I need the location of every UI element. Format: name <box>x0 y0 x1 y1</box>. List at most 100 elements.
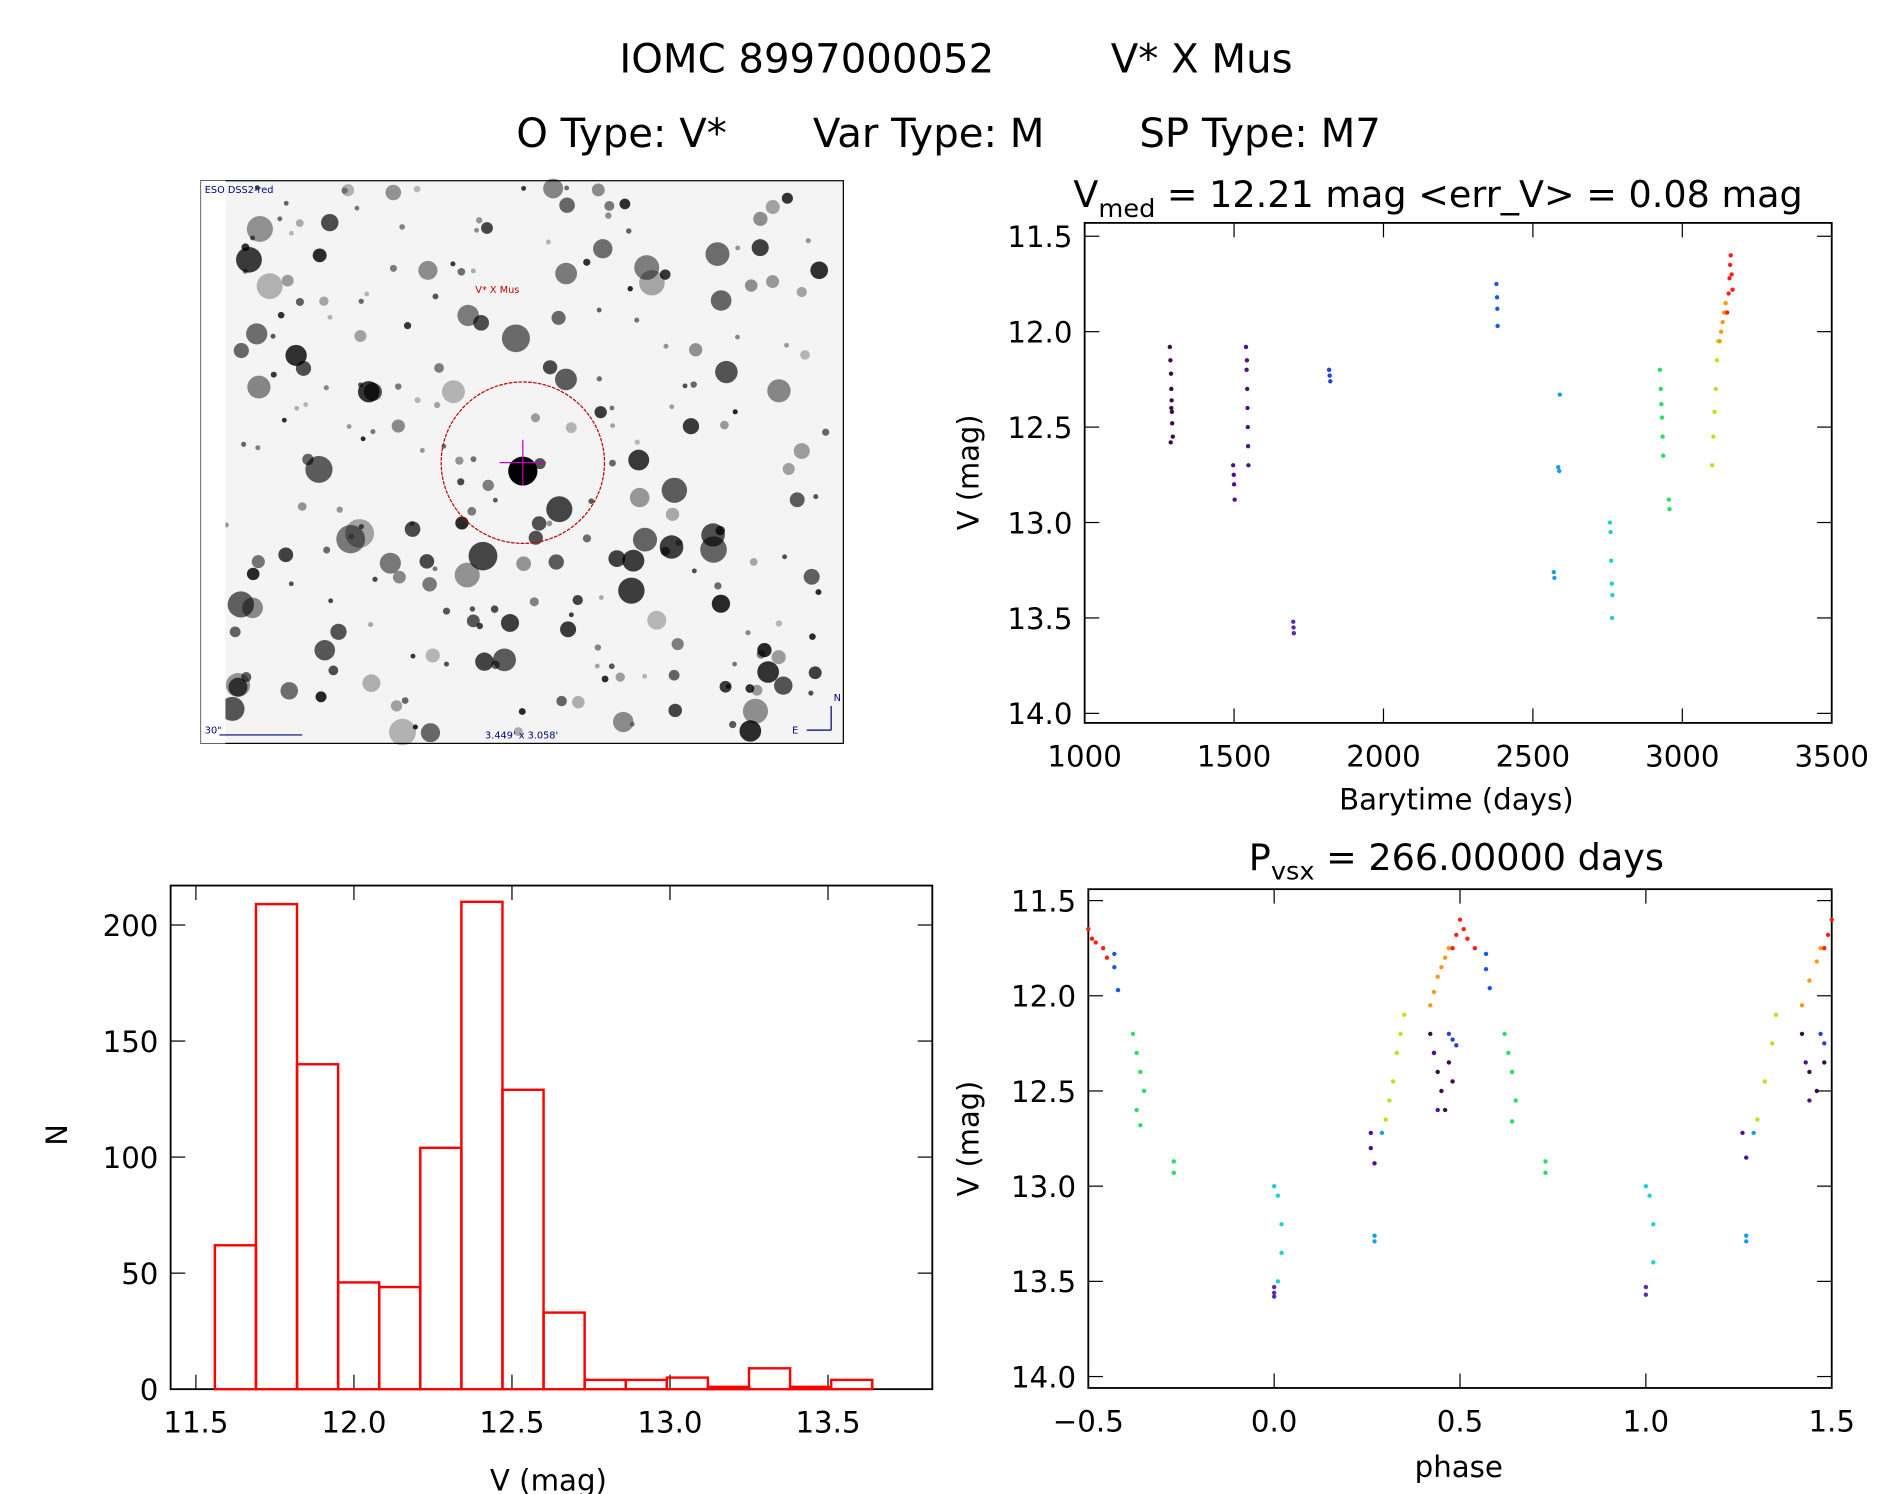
star <box>751 239 769 257</box>
star <box>392 570 406 584</box>
data-point <box>1394 1050 1400 1056</box>
star <box>735 334 740 340</box>
star <box>295 297 304 306</box>
data-point <box>1822 1060 1827 1065</box>
star <box>555 262 578 285</box>
title-sub: med <box>1098 193 1155 223</box>
star <box>622 549 645 572</box>
data-point <box>1138 1123 1143 1128</box>
star <box>619 198 631 210</box>
star <box>297 502 307 511</box>
star <box>518 708 526 715</box>
obj-type: O Type: V* <box>516 111 727 157</box>
data-point <box>1431 989 1437 995</box>
data-point <box>1803 1060 1808 1065</box>
star <box>805 238 811 244</box>
data-point <box>1446 1060 1452 1065</box>
star <box>757 643 772 658</box>
data-point <box>1450 1037 1455 1042</box>
data-point <box>1450 1079 1455 1084</box>
star <box>482 479 494 492</box>
data-point <box>1822 946 1827 951</box>
star <box>389 264 397 272</box>
star <box>531 516 547 531</box>
star <box>634 439 640 445</box>
star <box>246 216 273 242</box>
data-point <box>1495 323 1500 329</box>
y-tick-label: 150 <box>103 1025 159 1059</box>
star <box>410 653 416 659</box>
data-point <box>1502 1031 1507 1037</box>
star <box>546 496 573 523</box>
star <box>455 456 464 465</box>
data-point <box>1141 1088 1147 1094</box>
data-point <box>1245 424 1251 430</box>
star <box>501 324 530 353</box>
y-tick-label: 12.5 <box>1011 1075 1076 1109</box>
data-point <box>1728 253 1733 258</box>
star <box>420 723 441 743</box>
star <box>555 368 577 391</box>
data-point <box>1465 936 1470 941</box>
data-point <box>1454 1043 1459 1048</box>
data-point <box>1472 946 1478 951</box>
data-point <box>1428 1003 1433 1008</box>
histogram-bar <box>665 1376 710 1391</box>
data-point <box>1439 965 1444 970</box>
data-point <box>1093 940 1098 945</box>
x-tick-label: 2000 <box>1346 739 1420 773</box>
histogram-bar <box>501 1088 545 1391</box>
data-point <box>1168 358 1173 363</box>
star <box>582 534 592 543</box>
star <box>627 286 633 292</box>
star <box>418 260 438 280</box>
star <box>744 279 758 292</box>
star <box>810 261 829 280</box>
data-point <box>1402 1012 1407 1017</box>
data-point <box>1454 932 1459 938</box>
star <box>767 379 791 403</box>
data-point <box>1730 287 1735 292</box>
histogram-bar <box>788 1385 833 1391</box>
x-tick-label: 13.0 <box>637 1406 702 1440</box>
data-point <box>1271 1183 1277 1189</box>
data-point <box>1279 1250 1284 1255</box>
data-point <box>1271 1284 1277 1290</box>
star <box>800 350 810 360</box>
data-point <box>1660 453 1666 458</box>
data-point <box>1609 615 1615 621</box>
star <box>233 343 249 359</box>
y-tick-label: 12.0 <box>1007 316 1072 350</box>
star <box>281 274 294 287</box>
data-point <box>1326 367 1332 373</box>
star <box>481 222 493 234</box>
star <box>618 577 645 604</box>
data-point <box>1112 965 1117 970</box>
histogram-bar <box>336 1281 381 1391</box>
star <box>323 546 331 554</box>
image-mask-left <box>201 180 226 744</box>
y-tick-label: 12.5 <box>1007 411 1072 445</box>
histogram-bar <box>706 1385 751 1391</box>
data-point <box>1279 1222 1284 1227</box>
star <box>390 700 403 712</box>
data-point <box>1372 1161 1377 1166</box>
star <box>671 638 684 651</box>
star <box>630 721 635 727</box>
star <box>474 227 479 233</box>
star <box>278 547 294 563</box>
star <box>414 397 421 404</box>
star <box>283 200 289 206</box>
data-point <box>1829 917 1834 922</box>
star <box>492 497 498 503</box>
data-point <box>1230 463 1236 468</box>
star <box>228 677 248 697</box>
data-point <box>1428 1031 1433 1037</box>
data-point <box>1711 434 1716 439</box>
star <box>341 187 348 194</box>
histogram-bar <box>829 1378 874 1391</box>
star <box>796 286 807 298</box>
star <box>542 360 558 375</box>
data-point <box>1138 1069 1143 1075</box>
star <box>433 401 441 409</box>
